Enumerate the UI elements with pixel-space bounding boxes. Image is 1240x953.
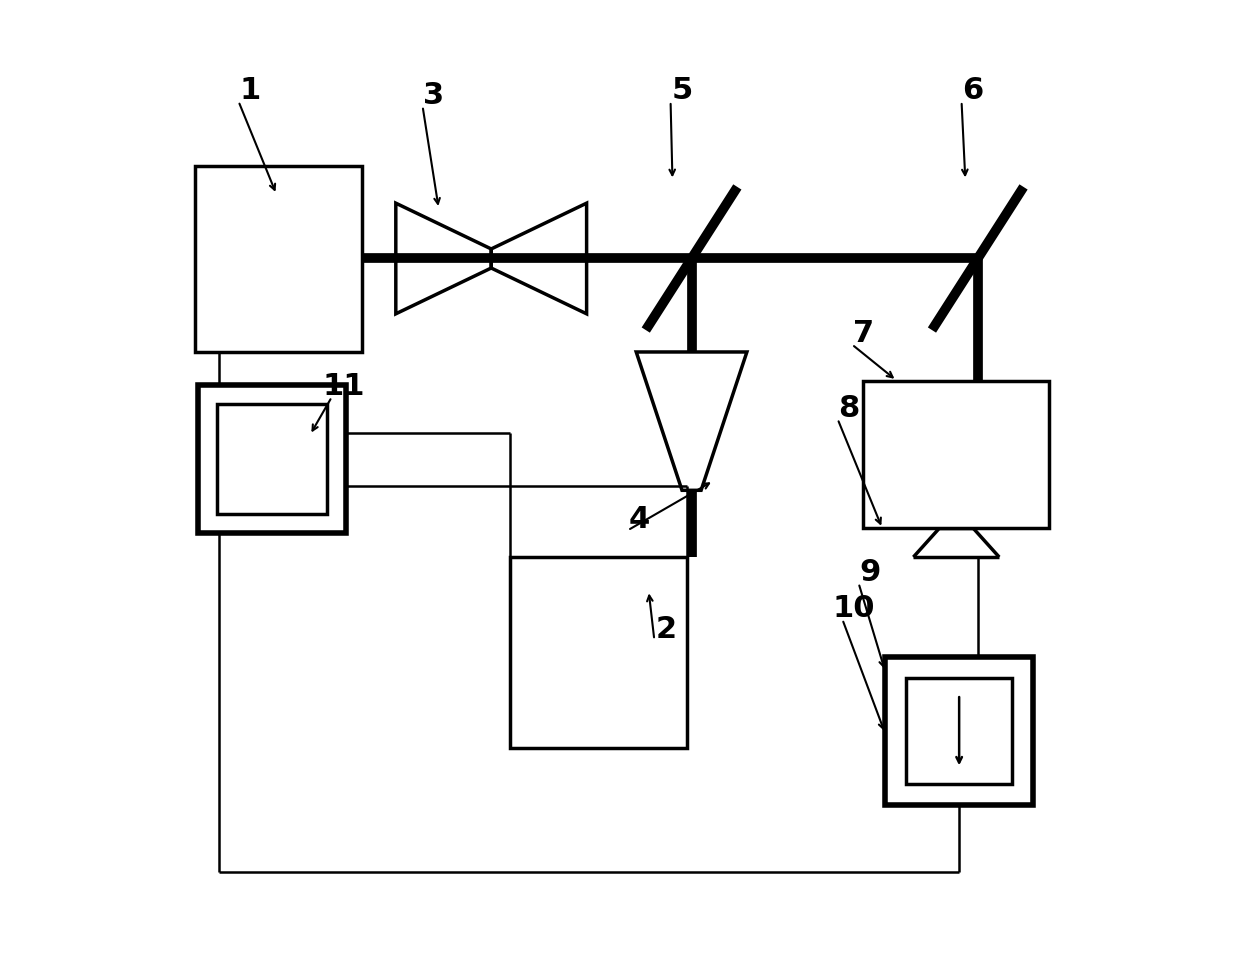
Bar — [198, 386, 346, 534]
Bar — [885, 658, 1033, 805]
Text: 3: 3 — [423, 81, 444, 110]
Bar — [511, 558, 687, 748]
Text: 11: 11 — [322, 372, 365, 400]
Text: 7: 7 — [853, 319, 874, 348]
Bar — [863, 381, 1049, 529]
Text: 8: 8 — [838, 394, 859, 422]
Text: 1: 1 — [239, 76, 260, 105]
Text: 9: 9 — [859, 558, 880, 586]
Bar — [217, 405, 327, 515]
Text: 10: 10 — [832, 594, 875, 622]
Text: 6: 6 — [962, 76, 983, 105]
Text: 2: 2 — [655, 615, 676, 643]
Bar — [196, 167, 362, 353]
Text: 5: 5 — [671, 76, 693, 105]
Text: 4: 4 — [629, 505, 650, 534]
Bar — [906, 679, 1012, 784]
